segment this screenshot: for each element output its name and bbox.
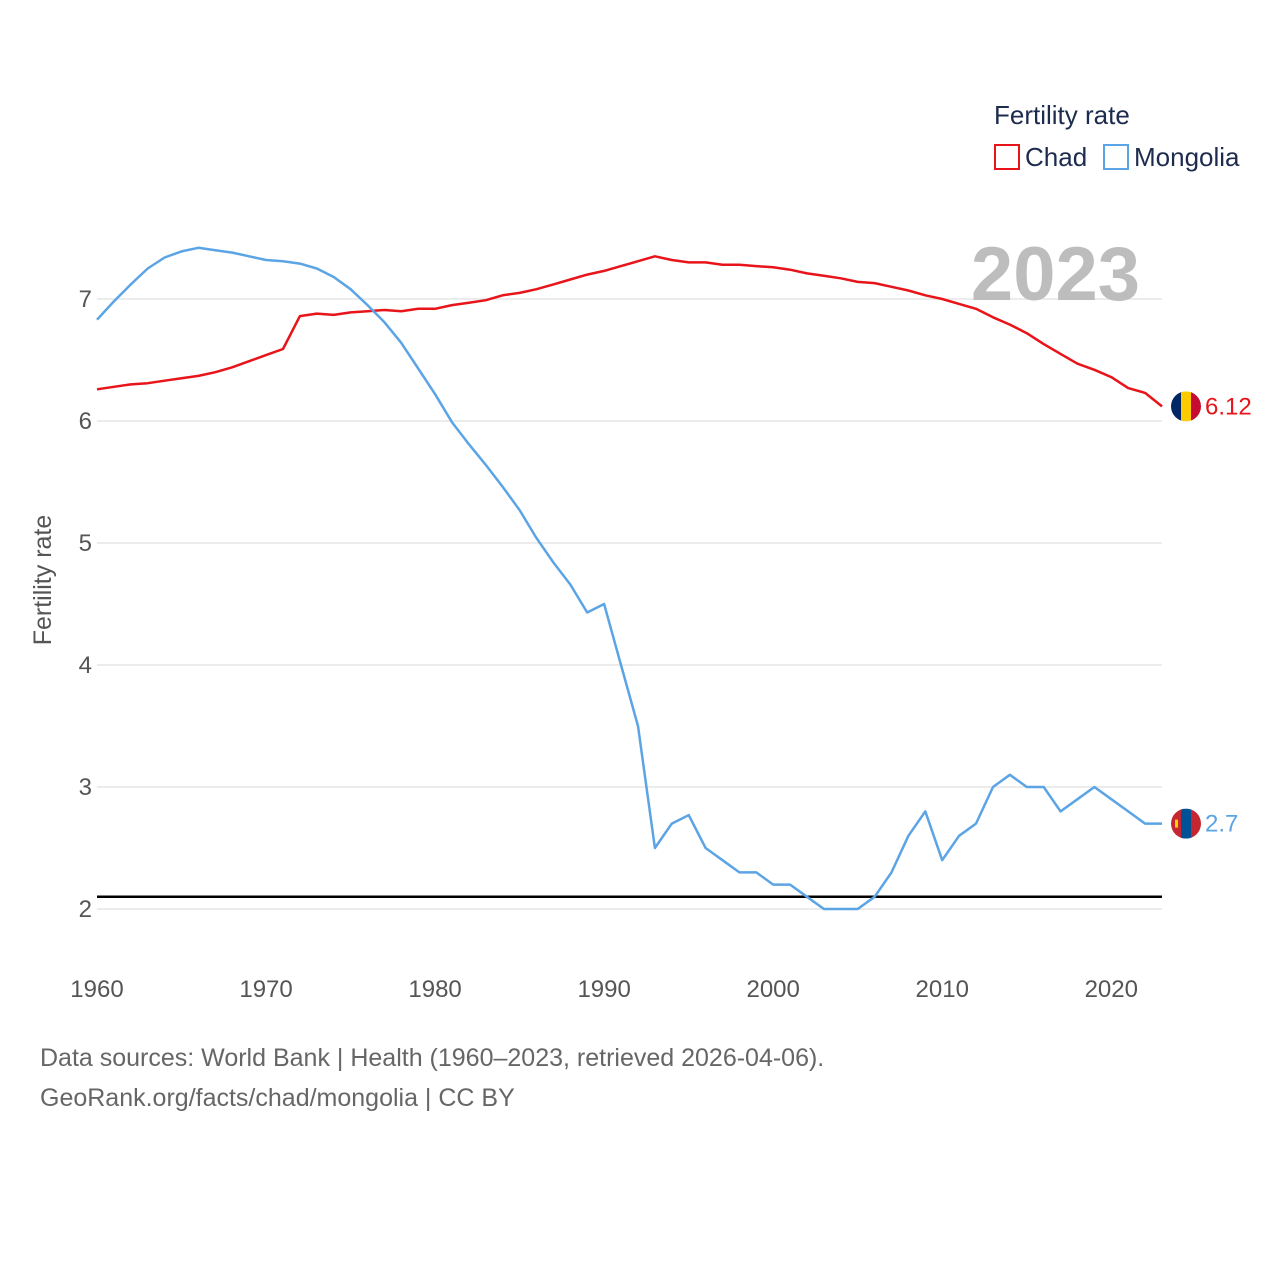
end-value-chad: 6.12 — [1205, 393, 1252, 420]
y-axis-title: Fertility rate — [29, 515, 57, 646]
legend-swatch-chad[interactable] — [994, 144, 1020, 170]
x-tick-label: 2010 — [916, 976, 969, 1003]
y-tick-label: 3 — [79, 774, 92, 801]
series-line-chad[interactable] — [96, 255, 1163, 408]
chad-flag-icon — [1171, 391, 1201, 422]
x-tick-label: 1980 — [408, 976, 461, 1003]
y-axis-ticks: 2 3 4 5 6 7 — [79, 286, 92, 923]
legend-title: Fertility rate — [994, 100, 1130, 130]
x-tick-label: 2020 — [1085, 976, 1138, 1003]
series-line-mongolia[interactable] — [96, 246, 1162, 911]
year-label: 2023 — [971, 232, 1140, 317]
end-value-mongolia: 2.7 — [1205, 811, 1238, 838]
y-tick-label: 5 — [79, 530, 92, 557]
footer-link[interactable]: GeoRank.org/facts/chad/mongolia | CC BY — [40, 1084, 515, 1112]
y-tick-label: 6 — [79, 408, 92, 435]
legend-swatch-mongolia[interactable] — [1103, 144, 1129, 170]
gridlines — [97, 298, 1162, 910]
x-tick-label: 1990 — [577, 976, 630, 1003]
series-lines — [96, 246, 1163, 911]
y-tick-label: 4 — [79, 652, 92, 679]
legend-label-mongolia[interactable]: Mongolia — [1134, 142, 1240, 172]
x-tick-label: 2000 — [746, 976, 799, 1003]
fertility-chart: 2 3 4 5 6 7 1960 1970 1980 1990 2000 2010 2020 Fert… — [29, 100, 1252, 1003]
x-tick-label: 1970 — [239, 976, 292, 1003]
x-axis-ticks: 1960 1970 1980 1990 2000 2010 2020 — [70, 976, 1138, 1003]
legend-label-chad[interactable]: Chad — [1025, 142, 1087, 172]
end-markers: 6.12 2.7 — [1171, 391, 1252, 839]
legend: Fertility rate Chad Mongolia — [994, 100, 1240, 172]
y-tick-label: 2 — [79, 896, 92, 923]
mongolia-flag-icon — [1171, 808, 1201, 839]
y-tick-label: 7 — [79, 286, 92, 313]
footer-sources: Data sources: World Bank | Health (1960–… — [40, 1044, 825, 1072]
x-tick-label: 1960 — [70, 976, 123, 1003]
